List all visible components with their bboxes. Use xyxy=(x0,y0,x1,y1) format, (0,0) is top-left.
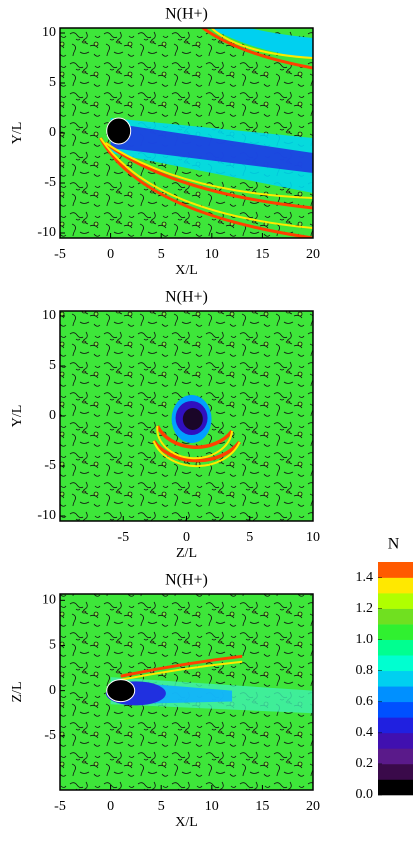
core xyxy=(182,408,203,430)
y-axis-label: Y/L xyxy=(10,122,25,145)
x-tick-label: 0 xyxy=(183,530,190,545)
bow-arc xyxy=(104,142,313,199)
colorbar-tick-label: 0.0 xyxy=(356,787,374,802)
streak xyxy=(120,660,243,681)
bow-arc xyxy=(104,141,313,210)
color-band xyxy=(378,593,413,609)
x-tick-label: 10 xyxy=(205,799,219,814)
x-tick-label: 10 xyxy=(205,247,219,262)
colorbar-tick-label: 1.0 xyxy=(356,632,374,647)
y-tick-label: -5 xyxy=(44,458,56,473)
y-tick-label: 10 xyxy=(42,593,56,608)
upper-arc xyxy=(200,28,313,70)
x-tick-label: 15 xyxy=(255,799,269,814)
y-tick-label: -5 xyxy=(44,175,56,190)
chart-title: N(H+) xyxy=(165,289,208,306)
wake-core xyxy=(110,123,313,173)
colorbar-tick-label: 1.2 xyxy=(356,601,374,616)
colorbar-title: N xyxy=(388,536,400,553)
y-tick-label: -10 xyxy=(37,225,56,240)
x-tick-label: -5 xyxy=(54,799,66,814)
color-band xyxy=(378,717,413,734)
ring-arc xyxy=(156,425,234,460)
wake-upper xyxy=(210,28,313,58)
color-band xyxy=(378,701,413,718)
color-band xyxy=(378,686,413,703)
color-band xyxy=(378,732,413,749)
color-band xyxy=(378,779,413,796)
x-tick-label: 15 xyxy=(255,247,269,262)
y-tick-label: 10 xyxy=(42,25,56,40)
y-tick-label: 0 xyxy=(49,125,56,140)
color-band xyxy=(378,608,413,625)
colorbar-tick-label: 0.2 xyxy=(356,756,374,771)
x-tick-label: -5 xyxy=(117,530,129,545)
x-axis-label: X/L xyxy=(175,815,198,830)
x-tick-label: 5 xyxy=(158,247,165,262)
chart-title: N(H+) xyxy=(165,6,208,23)
y-tick-label: 0 xyxy=(49,408,56,423)
streak xyxy=(120,654,243,678)
colorbar-tick-label: 0.8 xyxy=(356,663,374,678)
x-tick-label: -5 xyxy=(54,247,66,262)
color-band xyxy=(378,639,413,656)
y-tick-label: 5 xyxy=(49,75,56,90)
colorbar-tick-label: 0.6 xyxy=(356,694,374,709)
y-axis-label: Y/L xyxy=(10,405,25,428)
color-band xyxy=(378,670,413,687)
colorbar-tick-label: 0.4 xyxy=(356,725,374,740)
x-tick-label: 20 xyxy=(306,799,320,814)
ring-arc xyxy=(152,439,241,463)
y-tick-label: 5 xyxy=(49,638,56,653)
y-tick-label: 0 xyxy=(49,683,56,698)
ring-arc xyxy=(155,425,234,449)
color-band xyxy=(378,624,413,640)
color-band xyxy=(378,748,413,765)
color-band xyxy=(378,655,413,672)
y-tick-label: -10 xyxy=(37,508,56,523)
chart-title: N(H+) xyxy=(165,572,208,589)
x-tick-label: 5 xyxy=(158,799,165,814)
bow-arc xyxy=(99,137,313,238)
core xyxy=(106,679,136,703)
plot-area xyxy=(60,594,313,790)
x-tick-label: 20 xyxy=(306,247,320,262)
frame xyxy=(59,593,314,791)
core xyxy=(106,117,132,145)
plot-area xyxy=(60,311,313,521)
y-tick-label: 10 xyxy=(42,308,56,323)
color-band xyxy=(378,562,413,578)
x-axis-label: Z/L xyxy=(176,546,197,561)
y-tick-label: -5 xyxy=(44,728,56,743)
bow-arc xyxy=(99,137,313,229)
color-band xyxy=(378,577,413,594)
y-tick-label: 5 xyxy=(49,358,56,373)
ring-arc xyxy=(152,440,241,468)
plot-area xyxy=(60,28,313,238)
x-tick-label: 0 xyxy=(107,247,114,262)
upper-arc xyxy=(210,28,313,59)
color-band xyxy=(378,763,413,780)
x-tick-label: 0 xyxy=(107,799,114,814)
colorbar-tick-label: 1.4 xyxy=(356,570,374,585)
x-tick-label: 10 xyxy=(306,530,320,545)
x-tick-label: 5 xyxy=(246,530,253,545)
y-axis-label: Z/L xyxy=(10,682,25,703)
x-axis-label: X/L xyxy=(175,263,198,278)
